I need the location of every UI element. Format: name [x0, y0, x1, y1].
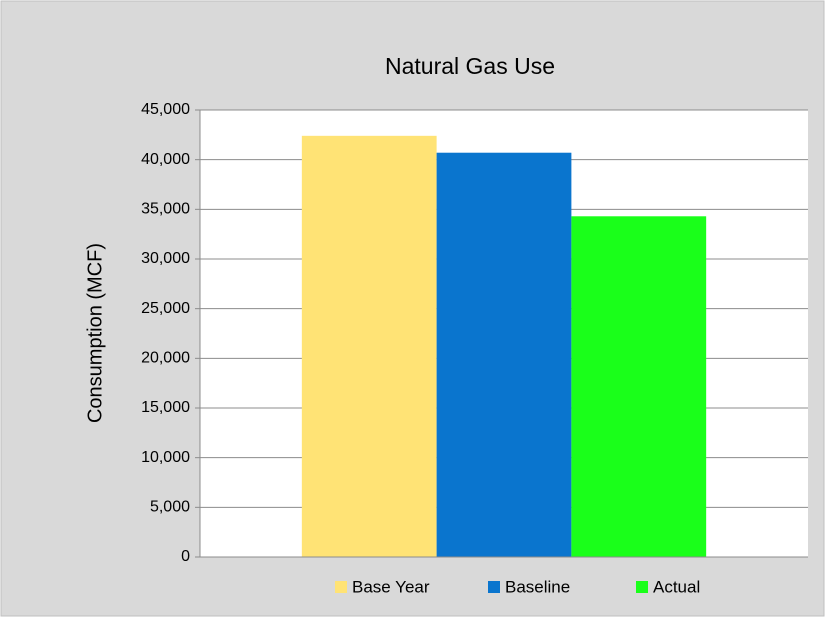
legend-label: Actual: [653, 577, 700, 596]
legend-swatch: [488, 581, 500, 593]
bar: [436, 152, 572, 558]
y-tick-label: 35,000: [141, 201, 190, 218]
y-tick-label: 45,000: [141, 101, 190, 118]
y-tick-label: 0: [181, 548, 190, 565]
legend-swatch: [335, 581, 347, 593]
chart-title: Natural Gas Use: [385, 53, 555, 79]
y-tick-label: 10,000: [141, 449, 190, 466]
y-tick-label: 15,000: [141, 399, 190, 416]
y-tick-label: 5,000: [150, 499, 190, 516]
legend-label: Baseline: [505, 577, 570, 596]
y-axis-label: Consumption (MCF): [84, 243, 106, 423]
y-tick-label: 30,000: [141, 250, 190, 267]
y-tick-label: 20,000: [141, 350, 190, 367]
y-tick-label: 40,000: [141, 151, 190, 168]
bar: [301, 135, 437, 557]
legend-label: Base Year: [352, 577, 430, 596]
legend-swatch: [636, 581, 648, 593]
y-tick-label: 25,000: [141, 300, 190, 317]
bar: [571, 216, 707, 557]
